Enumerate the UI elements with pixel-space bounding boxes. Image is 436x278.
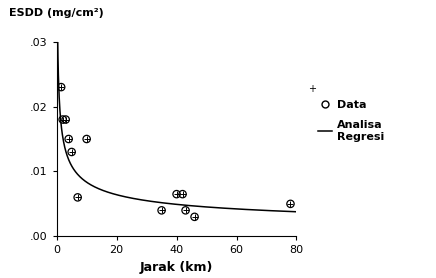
Point [173,192,180,196]
Point [191,215,198,219]
Point [59,117,66,122]
Point [65,137,72,141]
Point [179,192,186,196]
Point [58,85,65,89]
Point [83,137,90,141]
Point [65,137,72,141]
Point [83,137,90,141]
Point [287,202,294,206]
Point [173,192,180,196]
Point [182,208,189,213]
Point [62,117,69,122]
Text: +: + [308,84,316,94]
Legend: Data, Analisa
Regresi: Data, Analisa Regresi [314,96,389,147]
Point [179,192,186,196]
Point [74,195,81,200]
Point [191,215,198,219]
Point [59,117,66,122]
Point [62,117,69,122]
Point [158,208,165,213]
Point [158,208,165,213]
Point [68,150,75,154]
Point [287,202,294,206]
Point [182,208,189,213]
X-axis label: Jarak (km): Jarak (km) [140,261,213,274]
Point [68,150,75,154]
Text: ESDD (mg/cm²): ESDD (mg/cm²) [9,8,103,18]
Point [74,195,81,200]
Point [58,85,65,89]
